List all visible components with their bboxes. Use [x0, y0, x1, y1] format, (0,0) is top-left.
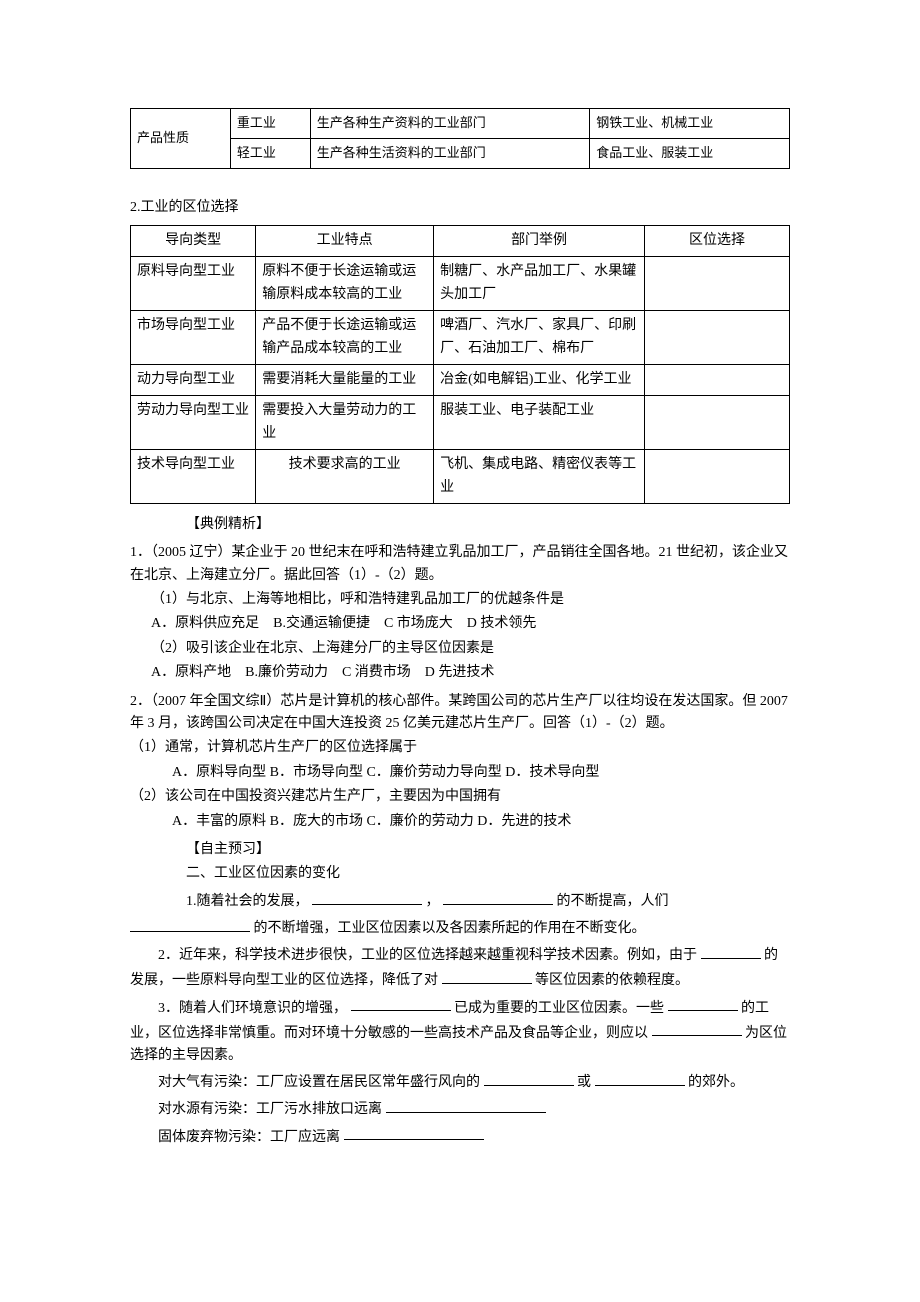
cell: 轻工业	[230, 138, 310, 168]
cell: 市场导向型工业	[131, 311, 256, 365]
cell: 食品工业、服装工业	[590, 138, 790, 168]
table-row: 原料导向型工业 原料不便于长途运输或运输原料成本较高的工业 制糖厂、水产品加工厂…	[131, 257, 790, 311]
blank	[443, 888, 553, 905]
table-row: 劳动力导向型工业 需要投入大量劳动力的工业 服装工业、电子装配工业	[131, 396, 790, 450]
fill-line-1b: 的不断增强，工业区位因素以及各因素所起的作用在不断变化。	[130, 915, 790, 940]
text: 或	[577, 1075, 591, 1090]
section-title-2: 2.工业的区位选择	[130, 197, 790, 219]
cell: 重工业	[230, 109, 310, 139]
col-header: 工业特点	[256, 225, 434, 256]
text: 的不断增强，工业区位因素以及各因素所起的作用在不断变化。	[254, 921, 646, 936]
col-header: 导向类型	[131, 225, 256, 256]
dianli-title: 【典例精析】	[130, 514, 790, 536]
blank	[312, 888, 422, 905]
blank	[386, 1096, 546, 1113]
cell: 生产各种生产资料的工业部门	[310, 109, 590, 139]
cell: 需要消耗大量能量的工业	[256, 364, 434, 395]
cell: 需要投入大量劳动力的工业	[256, 396, 434, 450]
cell: 技术导向型工业	[131, 450, 256, 504]
question-options: A．原料产地 B.廉价劳动力 C 消费市场 D 先进技术	[130, 662, 790, 684]
text: 对大气有污染：工厂应设置在居民区常年盛行风向的	[158, 1075, 480, 1090]
question-options: A．丰富的原料 B．庞大的市场 C．廉价的劳动力 D．先进的技术	[130, 811, 790, 833]
text: 等区位因素的依赖程度。	[535, 973, 689, 988]
zizhu-title: 【自主预习】	[130, 839, 790, 861]
pollution-air: 对大气有污染：工厂应设置在居民区常年盛行风向的 或 的郊外。	[130, 1069, 790, 1094]
blank	[130, 915, 250, 932]
cell: 制糖厂、水产品加工厂、水果罐头加工厂	[434, 257, 645, 311]
blank	[652, 1020, 742, 1037]
fill-line-1: 1.随着社会的发展， ， 的不断提高，人们	[130, 888, 790, 913]
question-sub: （1）通常，计算机芯片生产厂的区位选择属于	[130, 737, 790, 759]
blank	[484, 1069, 574, 1086]
cell: 生产各种生活资料的工业部门	[310, 138, 590, 168]
cell: 动力导向型工业	[131, 364, 256, 395]
cell: 服装工业、电子装配工业	[434, 396, 645, 450]
table-row: 动力导向型工业 需要消耗大量能量的工业 冶金(如电解铝)工业、化学工业	[131, 364, 790, 395]
text: 对水源有污染：工厂污水排放口远离	[158, 1102, 382, 1117]
question-stem: 1．（2005 辽宁）某企业于 20 世纪末在呼和浩特建立乳品加工厂，产品销往全…	[130, 542, 790, 587]
cell-rowspan-label: 产品性质	[131, 109, 231, 169]
pollution-water: 对水源有污染：工厂污水排放口远离	[130, 1096, 790, 1121]
blank	[351, 995, 451, 1012]
cell	[645, 311, 790, 365]
cell	[645, 396, 790, 450]
question-options: A．原料导向型 B．市场导向型 C．廉价劳动力导向型 D．技术导向型	[130, 762, 790, 784]
text: 2．近年来，科学技术进步很快，工业的区位选择越来越重视科学技术因素。例如，由于	[158, 948, 697, 963]
cell: 原料不便于长途运输或运输原料成本较高的工业	[256, 257, 434, 311]
cell	[645, 257, 790, 311]
table-row: 技术导向型工业 技术要求高的工业 飞机、集成电路、精密仪表等工业	[131, 450, 790, 504]
cell: 劳动力导向型工业	[131, 396, 256, 450]
question-sub: （2）该公司在中国投资兴建芯片生产厂，主要因为中国拥有	[130, 786, 790, 808]
subsection-title: 二、工业区位因素的变化	[130, 863, 790, 885]
pollution-solid: 固体废弃物污染：工厂应远离	[130, 1124, 790, 1149]
text: ，	[426, 894, 440, 909]
text: 的不断提高，人们	[557, 894, 669, 909]
text: 3．随着人们环境意识的增强，	[158, 1000, 347, 1015]
fill-line-3: 3．随着人们环境意识的增强， 已成为重要的工业区位因素。一些 的工业，区位选择非…	[130, 995, 790, 1068]
text: 已成为重要的工业区位因素。一些	[454, 1000, 664, 1015]
cell: 冶金(如电解铝)工业、化学工业	[434, 364, 645, 395]
cell: 原料导向型工业	[131, 257, 256, 311]
cell: 飞机、集成电路、精密仪表等工业	[434, 450, 645, 504]
cell	[645, 364, 790, 395]
blank	[701, 942, 761, 959]
table-location-choice: 导向类型 工业特点 部门举例 区位选择 原料导向型工业 原料不便于长途运输或运输…	[130, 225, 790, 504]
text: 的郊外。	[688, 1075, 744, 1090]
col-header: 区位选择	[645, 225, 790, 256]
table-header-row: 导向类型 工业特点 部门举例 区位选择	[131, 225, 790, 256]
col-header: 部门举例	[434, 225, 645, 256]
blank	[344, 1124, 484, 1141]
text: 固体废弃物污染：工厂应远离	[158, 1129, 340, 1144]
document-page: 产品性质 重工业 生产各种生产资料的工业部门 钢铁工业、机械工业 轻工业 生产各…	[0, 0, 920, 1302]
question-options: A．原料供应充足 B.交通运输便捷 C 市场庞大 D 技术领先	[130, 613, 790, 635]
text: 1.随着社会的发展，	[186, 894, 309, 909]
table-product-nature: 产品性质 重工业 生产各种生产资料的工业部门 钢铁工业、机械工业 轻工业 生产各…	[130, 108, 790, 169]
cell	[645, 450, 790, 504]
question-2: 2．（2007 年全国文综Ⅱ）芯片是计算机的核心部件。某跨国公司的芯片生产厂以往…	[130, 691, 790, 833]
cell: 钢铁工业、机械工业	[590, 109, 790, 139]
question-sub: （2）吸引该企业在北京、上海建分厂的主导区位因素是	[130, 638, 790, 660]
fill-line-2: 2．近年来，科学技术进步很快，工业的区位选择越来越重视科学技术因素。例如，由于 …	[130, 942, 790, 992]
blank	[668, 995, 738, 1012]
blank	[442, 967, 532, 984]
cell: 啤酒厂、汽水厂、家具厂、印刷厂、石油加工厂、棉布厂	[434, 311, 645, 365]
cell: 产品不便于长途运输或运输产品成本较高的工业	[256, 311, 434, 365]
question-1: 1．（2005 辽宁）某企业于 20 世纪末在呼和浩特建立乳品加工厂，产品销往全…	[130, 542, 790, 684]
table-row: 产品性质 重工业 生产各种生产资料的工业部门 钢铁工业、机械工业	[131, 109, 790, 139]
table-row: 市场导向型工业 产品不便于长途运输或运输产品成本较高的工业 啤酒厂、汽水厂、家具…	[131, 311, 790, 365]
question-sub: （1）与北京、上海等地相比，呼和浩特建乳品加工厂的优越条件是	[130, 589, 790, 611]
question-stem: 2．（2007 年全国文综Ⅱ）芯片是计算机的核心部件。某跨国公司的芯片生产厂以往…	[130, 691, 790, 736]
blank	[595, 1069, 685, 1086]
cell: 技术要求高的工业	[256, 450, 434, 504]
